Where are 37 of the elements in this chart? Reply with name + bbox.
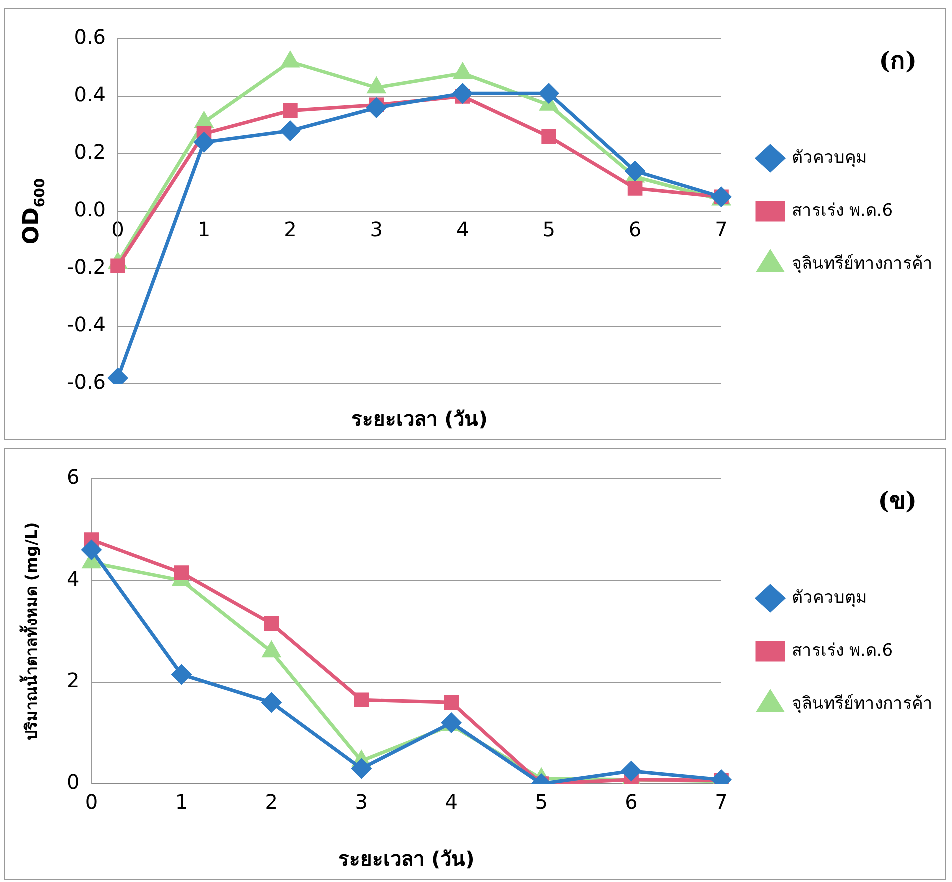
- legend-label: ตัวควบคุม: [792, 148, 867, 168]
- x-tick-label: 4: [456, 218, 470, 242]
- legend-label: สารเร่ง พ.ด.6: [792, 200, 894, 221]
- x-tick-label: 6: [625, 790, 638, 814]
- y-tick-label: 6: [66, 465, 80, 490]
- x-tick-label: 5: [542, 218, 556, 242]
- x-tick-label: 3: [355, 790, 368, 814]
- legend-label: จุลินทรีย์ทางการค้า: [792, 694, 933, 714]
- y-tick-label: 2: [66, 668, 80, 693]
- x-tick-label: 7: [715, 790, 728, 814]
- x-tick-label: 6: [628, 218, 642, 242]
- text: (ข): [878, 486, 917, 516]
- y-tick-label: -0.2: [66, 255, 106, 280]
- x-tick-label: 1: [198, 218, 211, 242]
- x-axis-title: ระยะเวลา (วัน): [352, 407, 488, 432]
- y-tick-label: 4: [66, 566, 80, 591]
- y-axis-title: ปริมาณน้ำตาลทั้งหมด (mg/L): [19, 522, 42, 741]
- x-tick-label: 2: [265, 790, 278, 814]
- y-tick-label: 0.2: [74, 140, 106, 164]
- x-tick-label: 3: [370, 218, 384, 242]
- legend-label: สารเร่ง พ.ด.6: [792, 640, 894, 661]
- x-axis-title: ระยะเวลา (วัน): [338, 847, 475, 872]
- y-axis-title: OD600: [20, 178, 49, 245]
- y-tick-label: -0.6: [66, 370, 106, 394]
- y-tick-label: 0.4: [74, 82, 106, 107]
- text: (ก): [879, 46, 917, 76]
- x-tick-label: 7: [715, 218, 728, 242]
- x-tick-label: 1: [175, 790, 188, 814]
- legend-label: ตัวควบตุม: [792, 588, 867, 608]
- legend-label: จุลินทรีย์ทางการค้า: [792, 254, 933, 274]
- y-tick-label: 0.0: [74, 198, 106, 222]
- y-tick-label: -0.4: [66, 312, 106, 337]
- x-tick-label: 5: [535, 790, 548, 814]
- y-tick-label: 0: [66, 770, 80, 794]
- y-tick-label: 0.6: [74, 25, 106, 50]
- x-tick-label: 4: [445, 790, 458, 814]
- x-tick-label: 2: [284, 218, 297, 242]
